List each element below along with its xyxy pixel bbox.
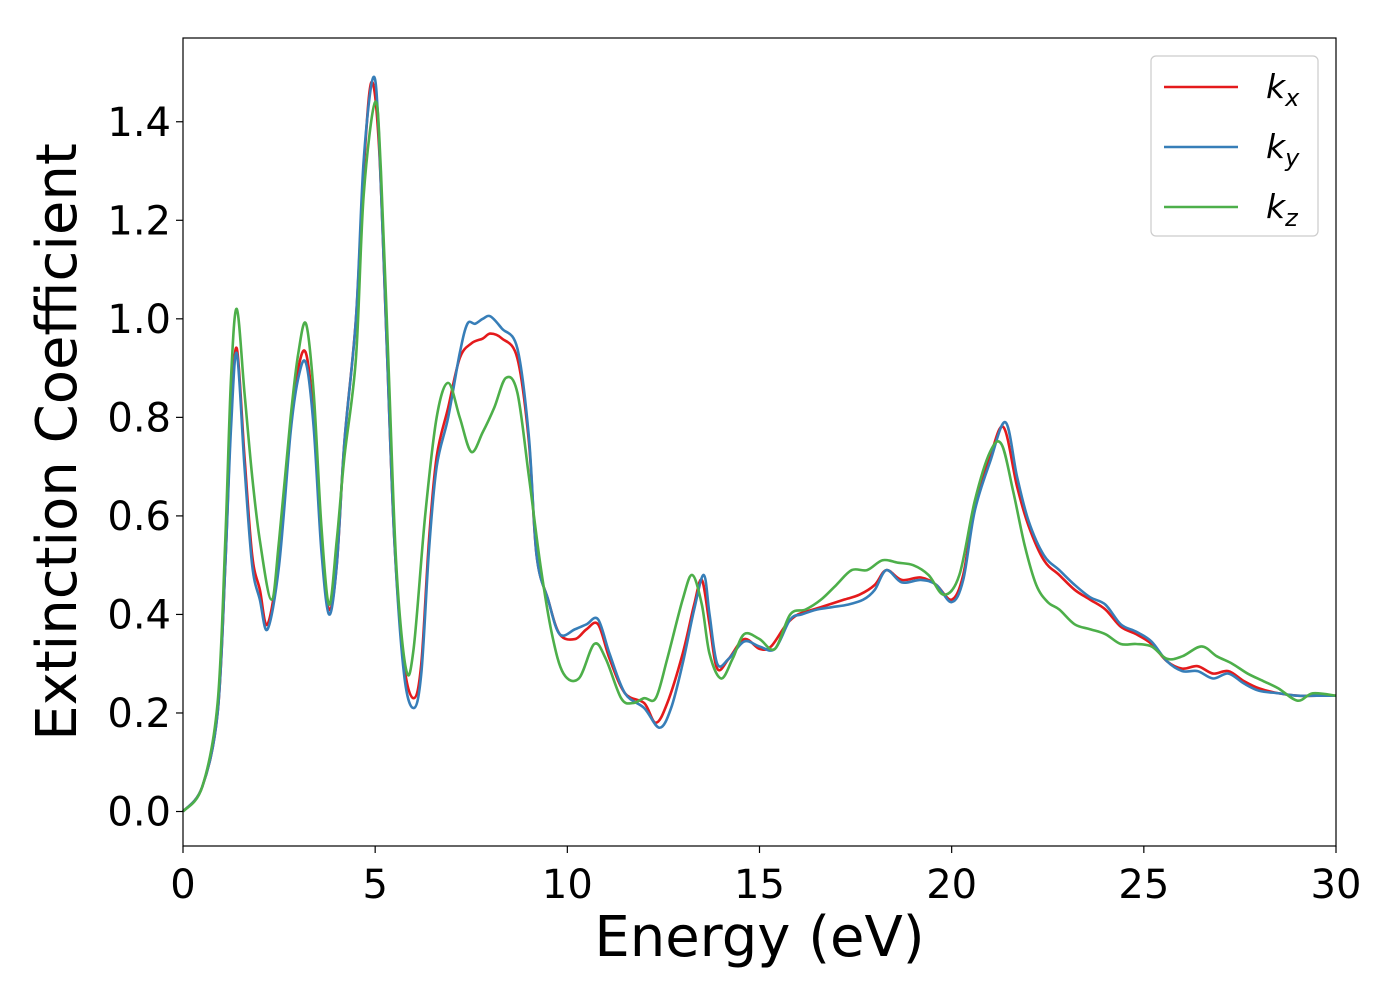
legend: kx ky kz: [1150, 55, 1319, 237]
y-tick-label: 0.0: [107, 790, 171, 836]
y-axis-title: Extinction Coefficient: [25, 143, 90, 741]
y-tick-label: 1.2: [107, 198, 171, 244]
x-axis: 0 5 10 15 20 25 30: [170, 846, 1361, 908]
y-tick-label: 0.2: [107, 691, 171, 737]
x-tick-label: 15: [734, 862, 785, 908]
y-tick-label: 0.4: [107, 592, 171, 638]
x-tick-label: 20: [926, 862, 977, 908]
series-layer: [181, 75, 1337, 813]
legend-label-kz: kz: [1266, 187, 1299, 232]
x-tick-label: 30: [1311, 862, 1362, 908]
x-tick-label: 25: [1118, 862, 1169, 908]
legend-label-kx: kx: [1266, 67, 1300, 112]
legend-label-ky: ky: [1266, 127, 1300, 172]
x-axis-title: Energy (eV): [594, 905, 924, 970]
series-line-ky: [181, 75, 1336, 813]
y-tick-label: 0.6: [107, 494, 171, 540]
x-tick-label: 5: [362, 862, 387, 908]
y-tick-label: 1.0: [107, 297, 171, 343]
y-axis: 0.0 0.2 0.4 0.6 0.8 1.0 1.2 1.4: [107, 100, 183, 836]
x-tick-label: 0: [170, 862, 195, 908]
y-tick-label: 1.4: [107, 100, 171, 146]
x-tick-label: 10: [542, 862, 593, 908]
series-line-kz: [181, 100, 1337, 813]
y-tick-label: 0.8: [107, 395, 171, 441]
